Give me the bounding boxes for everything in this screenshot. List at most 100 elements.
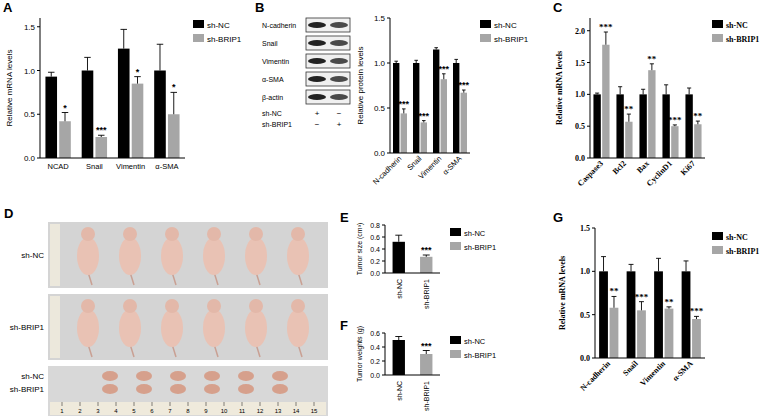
y-tick-label: 0.5 [575, 122, 585, 131]
bar [45, 77, 57, 158]
x-tick-label: Ki67 [679, 159, 697, 177]
error-bar [462, 90, 466, 93]
y-tick [382, 249, 385, 250]
bar [401, 113, 407, 153]
ruler-number: 12 [257, 408, 264, 414]
bar [662, 94, 669, 158]
y-tick [382, 347, 385, 348]
y-tick-label: 0.5 [24, 110, 36, 119]
tumor [170, 384, 186, 394]
bar [625, 122, 632, 158]
x-tick-label: Bax [635, 159, 651, 175]
bar [637, 310, 646, 358]
tumor [238, 384, 254, 394]
error-line [87, 57, 88, 70]
tumor [136, 371, 152, 381]
error-line [456, 59, 457, 63]
tumor [204, 371, 220, 381]
x-axis [595, 358, 705, 359]
y-tick-label: 0.4 [370, 246, 380, 253]
error-bar [414, 60, 418, 63]
legend-swatch [712, 20, 723, 28]
mouse-body [245, 237, 267, 275]
ruler-tick [62, 402, 63, 406]
error-bar [395, 235, 402, 242]
x-tick-label: Bcl2 [611, 159, 628, 176]
y-tick [587, 62, 590, 63]
y-axis [590, 18, 591, 158]
tumor [272, 371, 288, 381]
mouse-head [123, 299, 137, 313]
error-bar [641, 89, 645, 94]
x-tick-label: sh-BRIP1 [423, 381, 430, 411]
ruler-tick [188, 402, 189, 406]
blot-protein-label: N-cadherin [262, 22, 296, 29]
blot-box [306, 54, 350, 68]
blot-band [308, 94, 326, 100]
x-tick-label: N-cadherin [578, 359, 612, 393]
error-bar [667, 307, 672, 309]
y-tick [382, 375, 385, 376]
x-axis [390, 153, 470, 154]
error-bar [612, 296, 617, 307]
y-tick [592, 271, 595, 272]
x-tick-label: Snail [86, 162, 103, 171]
y-tick [587, 30, 590, 31]
mouse-body [77, 309, 99, 347]
significance: * [172, 82, 176, 92]
x-axis [385, 375, 440, 376]
significance: ** [693, 111, 703, 121]
blot-lane-mark: + [337, 120, 342, 129]
tumor [102, 371, 118, 381]
y-tick-label: 0.5 [580, 311, 590, 320]
blot-protein-label: β-actin [262, 94, 283, 102]
error-bar [98, 135, 104, 137]
x-tick-label: α-SMA [155, 162, 178, 171]
error-bar [629, 264, 634, 271]
ruler-number: 3 [96, 408, 100, 414]
ruler-tick [206, 402, 207, 406]
error-line [651, 64, 652, 70]
error-cap [601, 256, 606, 257]
error-line [403, 109, 404, 114]
legend: sh-NCsh-BRIP1 [193, 20, 242, 44]
y-tick-label: 0.8 [370, 222, 380, 229]
error-line [641, 302, 642, 311]
blot-box [306, 90, 350, 104]
error-bar [604, 32, 608, 45]
y-tick-label: 2.0 [575, 27, 585, 36]
blot-band [308, 22, 326, 28]
bar [59, 121, 71, 158]
tumor [170, 371, 186, 381]
bar [393, 242, 405, 273]
error-line [620, 87, 621, 95]
ruler-number: 11 [239, 408, 246, 414]
x-tick-label: Snail [621, 359, 640, 378]
legend-swatch [480, 34, 491, 42]
error-cap [641, 89, 645, 90]
bar [610, 308, 619, 358]
ruler-tick [170, 402, 171, 406]
error-line [398, 235, 399, 242]
mouse-body [119, 237, 141, 275]
bar [453, 63, 459, 153]
panel-letter: F [340, 318, 348, 333]
legend-label: sh-BRIP1 [726, 35, 759, 44]
bar [393, 340, 405, 375]
bars [393, 337, 433, 376]
photo-ruler [50, 296, 60, 358]
legend-label: sh-NC [464, 337, 486, 346]
y-tick [387, 63, 390, 64]
bar [694, 124, 701, 158]
photo-row-label: sh-NC [21, 251, 44, 260]
blot-box [306, 18, 350, 32]
y-tick-label: 1.0 [575, 90, 585, 99]
tumor [272, 384, 288, 394]
error-cap [684, 260, 689, 261]
error-cap [414, 60, 418, 61]
bar [685, 94, 692, 158]
y-tick-label: 0.2 [370, 358, 380, 365]
error-bar [595, 93, 599, 94]
significance: *** [690, 306, 704, 316]
mouse-head [291, 227, 305, 241]
